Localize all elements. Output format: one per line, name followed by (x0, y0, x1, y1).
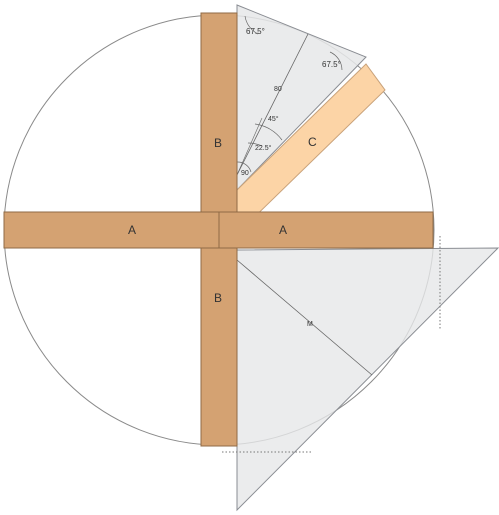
angle-label-top-right: 67.5° (322, 60, 341, 69)
angle-label-small: 22.5° (255, 144, 272, 152)
label-b-bottom: B (214, 291, 222, 305)
angle-label-bottom: 90 (241, 170, 249, 177)
label-a-left: A (128, 223, 136, 237)
angle-label-top-left: 67.5° (246, 27, 265, 36)
upper-angle-arc-small (247, 142, 263, 147)
label-c: C (308, 135, 317, 149)
angle-label-mid: 45° (268, 115, 279, 123)
label-b-top: B (214, 136, 222, 150)
upper-angle-arc-large (244, 15, 259, 35)
upper-angle-arc-right (329, 51, 343, 71)
dimension-label-lower: M (307, 321, 313, 328)
upper-angle-arc-mid (254, 123, 283, 141)
upper-angle-arc-corner (236, 161, 252, 173)
label-a-right: A (279, 223, 287, 237)
lower-speed-square (236, 247, 499, 512)
upper-bisector-line (236, 33, 309, 176)
lower-diagonal-line (236, 259, 373, 376)
dimension-label-upper: 80 (274, 86, 282, 93)
upper-arc-ray (236, 117, 263, 176)
